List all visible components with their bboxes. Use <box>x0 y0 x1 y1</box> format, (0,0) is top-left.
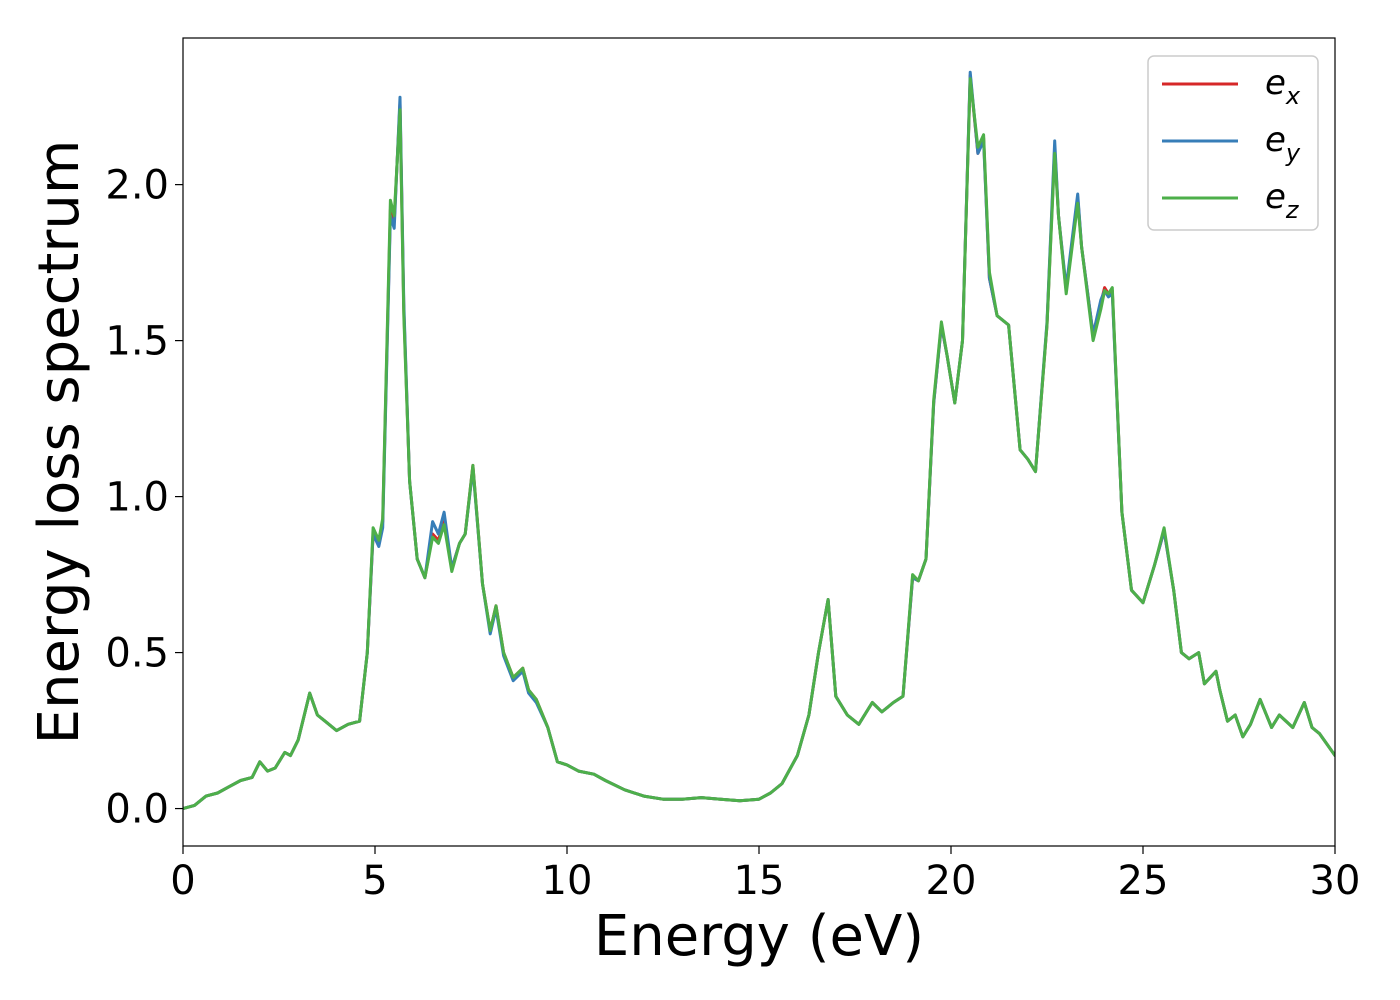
x-tick-label: 25 <box>1118 858 1169 904</box>
y-axis-label: Energy loss spectrum <box>27 140 92 745</box>
y-tick-label: 2.0 <box>105 163 169 209</box>
legend-label-subscript: z <box>1285 196 1300 224</box>
legend-label-subscript: x <box>1285 82 1301 110</box>
series-layer <box>183 70 1335 811</box>
x-axis: 0 5 10 15 20 25 30 <box>170 846 1360 904</box>
series-line-e-z <box>183 77 1335 811</box>
legend-label-base: e <box>1265 63 1286 103</box>
x-tick-label: 5 <box>362 858 387 904</box>
legend-label-e-z: ez <box>1265 177 1300 224</box>
x-tick-label: 10 <box>542 858 593 904</box>
y-axis: 0.0 0.5 1.0 1.5 2.0 <box>105 163 183 833</box>
legend-label-subscript: y <box>1285 139 1301 167</box>
legend-label-e-y: ey <box>1265 120 1301 167</box>
y-tick-label: 1.5 <box>105 319 169 365</box>
y-tick-label: 0.0 <box>105 787 169 833</box>
legend-label-base: e <box>1265 177 1286 217</box>
x-axis-label: Energy (eV) <box>594 904 924 969</box>
x-tick-label: 15 <box>734 858 785 904</box>
x-tick-label: 20 <box>926 858 977 904</box>
legend-label-base: e <box>1265 120 1286 160</box>
y-tick-label: 0.5 <box>105 631 169 677</box>
x-tick-label: 30 <box>1310 858 1361 904</box>
y-tick-label: 1.0 <box>105 475 169 521</box>
legend-label-e-x: ex <box>1265 63 1301 110</box>
legend-frame <box>1147 55 1319 231</box>
x-tick-label: 0 <box>170 858 195 904</box>
